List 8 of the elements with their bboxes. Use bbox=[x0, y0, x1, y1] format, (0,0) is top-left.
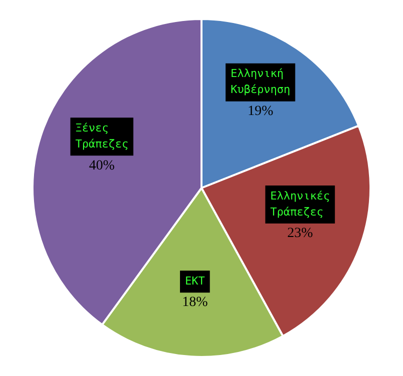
data-label: 23% bbox=[287, 226, 314, 242]
slice-label: Ελληνικές Τράπεζες bbox=[270, 189, 330, 218]
data-label: 18% bbox=[182, 295, 208, 310]
slice-label: Ξένες Τράπεζες bbox=[75, 121, 128, 150]
slice-label: Ελληνική Κυβέρνηση bbox=[230, 67, 290, 96]
data-label: 40% bbox=[89, 158, 116, 174]
slice-label: ΕΚΤ bbox=[184, 274, 206, 288]
data-label: 19% bbox=[248, 104, 274, 120]
